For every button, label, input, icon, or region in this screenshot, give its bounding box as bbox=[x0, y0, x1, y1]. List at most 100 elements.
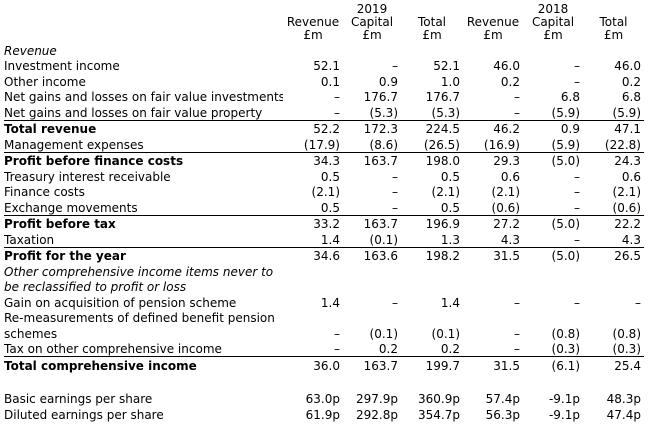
col-unit-total-2019: £m bbox=[422, 28, 442, 42]
statement-row: Gain on acquisition of pension scheme 1.4… bbox=[4, 294, 644, 310]
cell-total-2018: 46.0 bbox=[614, 59, 641, 73]
cell-capital-2018: (5.9) bbox=[523, 136, 583, 153]
cell-revenue-2019: 61.9p bbox=[305, 407, 340, 422]
cell-capital-2018 bbox=[523, 373, 583, 391]
statement-row: Basic earnings per share 63.0p 297.9p 360.9… bbox=[4, 391, 644, 407]
cell-capital-2018 bbox=[523, 310, 583, 326]
statement-row: Finance costs (2.1) – (2.1) (2.1) – (2.1) bbox=[4, 184, 644, 200]
cell-total-2018: (2.1) bbox=[612, 185, 641, 199]
cell-revenue-2018: 0.6 bbox=[500, 169, 520, 184]
row-label: Re-measurements of defined benefit pensi… bbox=[4, 311, 275, 325]
cell-total-2018: 0.6 bbox=[621, 169, 641, 184]
cell-total-2018: 6.8 bbox=[621, 90, 641, 104]
income-statement-table: 2019 2018 Revenue Capital Total Revenue … bbox=[4, 3, 644, 422]
cell-capital-2019: – bbox=[392, 295, 398, 310]
statement-row: Profit for the year 34.6 163.6 198.2 31.5 (5.… bbox=[4, 247, 644, 263]
statement-row: Total revenue 52.2 172.3 224.5 46.2 0.9 47.1 bbox=[4, 120, 644, 136]
statement-row: Re-measurements of defined benefit pensi… bbox=[4, 310, 644, 326]
cell-capital-2019: 0.2 bbox=[343, 340, 401, 357]
statement-row: Total comprehensive income 36.0 163.7 199.7… bbox=[4, 357, 644, 373]
col-header-total-2019: Total bbox=[417, 15, 447, 29]
col-unit-revenue-2019: £m bbox=[303, 28, 323, 42]
cell-revenue-2019: – bbox=[283, 104, 343, 121]
row-label: Investment income bbox=[4, 59, 120, 73]
cell-total-2019: 224.5 bbox=[425, 122, 460, 136]
cell-capital-2019: (5.3) bbox=[343, 104, 401, 121]
cell-revenue-2019: 0.5 bbox=[320, 169, 340, 184]
statement-row: Net gains and losses on fair value prope… bbox=[4, 104, 644, 121]
cell-total-2019 bbox=[401, 263, 463, 279]
row-label: Total comprehensive income bbox=[4, 358, 197, 373]
cell-capital-2018: (5.0) bbox=[551, 217, 580, 231]
col-unit-capital-2018: £m bbox=[543, 28, 563, 42]
row-label: schemes bbox=[4, 326, 58, 341]
cell-revenue-2018: – bbox=[463, 340, 523, 357]
cell-total-2018 bbox=[583, 279, 644, 295]
cell-revenue-2019: 34.6 bbox=[313, 249, 340, 263]
cell-capital-2019: 176.7 bbox=[363, 90, 398, 104]
cell-revenue-2019: – bbox=[334, 90, 340, 104]
col-header-capital-2019: Capital bbox=[350, 15, 394, 29]
cell-capital-2019: 163.7 bbox=[363, 358, 398, 373]
cell-revenue-2019: 36.0 bbox=[313, 358, 340, 373]
cell-capital-2019: 163.6 bbox=[363, 249, 398, 263]
cell-total-2019: 1.3 bbox=[401, 231, 463, 248]
cell-revenue-2019: 1.4 bbox=[283, 231, 343, 248]
col-header-total-2018: Total bbox=[599, 15, 628, 29]
cell-total-2018: – bbox=[635, 295, 641, 310]
cell-total-2018: 47.4p bbox=[606, 407, 641, 422]
cell-revenue-2019: 34.3 bbox=[313, 154, 340, 168]
statement-row: Diluted earnings per share 61.9p 292.8p 354… bbox=[4, 406, 644, 422]
cell-total-2018: 22.2 bbox=[614, 217, 641, 231]
cell-revenue-2018: 29.3 bbox=[493, 154, 520, 168]
cell-revenue-2019: (17.9) bbox=[283, 136, 343, 153]
statement-row: Other comprehensive income items never t… bbox=[4, 263, 644, 279]
cell-total-2019: 360.9p bbox=[418, 392, 460, 406]
cell-capital-2019 bbox=[343, 42, 401, 58]
row-label: Management expenses bbox=[4, 136, 283, 153]
cell-revenue-2018: – bbox=[514, 295, 520, 310]
row-label: Taxation bbox=[4, 231, 283, 248]
cell-total-2018: (0.3) bbox=[583, 340, 644, 357]
cell-total-2018: 48.3p bbox=[606, 392, 641, 406]
row-label: Basic earnings per share bbox=[4, 392, 153, 406]
cell-revenue-2019: 1.4 bbox=[320, 295, 340, 310]
cell-capital-2019: (0.1) bbox=[369, 326, 398, 341]
cell-total-2018: (0.6) bbox=[583, 199, 644, 216]
cell-total-2019: 176.7 bbox=[425, 90, 460, 104]
row-label: Other income bbox=[4, 74, 86, 89]
row-label: Tax on other comprehensive income bbox=[4, 340, 283, 357]
cell-revenue-2018: 57.4p bbox=[485, 392, 520, 406]
cell-total-2019: 0.5 bbox=[440, 169, 460, 184]
row-label: Total revenue bbox=[4, 122, 97, 136]
cell-capital-2018: (0.3) bbox=[523, 340, 583, 357]
year-2019-label: 2019 bbox=[356, 2, 388, 16]
statement-row: Management expenses (17.9) (8.6) (26.5) (16.… bbox=[4, 136, 644, 153]
row-label: Profit for the year bbox=[4, 249, 126, 263]
row-label: Finance costs bbox=[4, 185, 85, 199]
cell-total-2018 bbox=[583, 310, 644, 326]
cell-revenue-2018: – bbox=[463, 104, 523, 121]
cell-total-2019: 199.7 bbox=[425, 358, 460, 373]
cell-capital-2018: -9.1p bbox=[548, 407, 580, 422]
statement-row: Other income 0.1 0.9 1.0 0.2 – 0.2 bbox=[4, 73, 644, 89]
cell-capital-2019: – bbox=[343, 199, 401, 216]
cell-capital-2019 bbox=[343, 279, 401, 295]
statement-row: be reclassified to profit or loss bbox=[4, 279, 644, 295]
year-header-row: 2019 2018 bbox=[4, 3, 644, 16]
statement-row: Profit before tax 33.2 163.7 196.9 27.2 (5.0)… bbox=[4, 215, 644, 231]
cell-capital-2019: 163.7 bbox=[363, 154, 398, 168]
cell-capital-2019: 297.9p bbox=[356, 392, 398, 406]
cell-revenue-2019: 33.2 bbox=[313, 217, 340, 231]
cell-revenue-2019: 52.2 bbox=[313, 122, 340, 136]
cell-revenue-2019: 0.1 bbox=[320, 74, 340, 89]
cell-total-2019: 354.7p bbox=[418, 407, 460, 422]
row-label: Net gains and losses on fair value prope… bbox=[4, 104, 283, 121]
cell-total-2018: (22.8) bbox=[583, 136, 644, 153]
cell-total-2019: 196.9 bbox=[425, 217, 460, 231]
row-label: Profit before finance costs bbox=[4, 154, 184, 168]
cell-capital-2018: -9.1p bbox=[548, 392, 580, 406]
row-label bbox=[4, 373, 283, 391]
cell-total-2019: 1.0 bbox=[440, 74, 460, 89]
cell-capital-2018: (6.1) bbox=[551, 358, 580, 373]
